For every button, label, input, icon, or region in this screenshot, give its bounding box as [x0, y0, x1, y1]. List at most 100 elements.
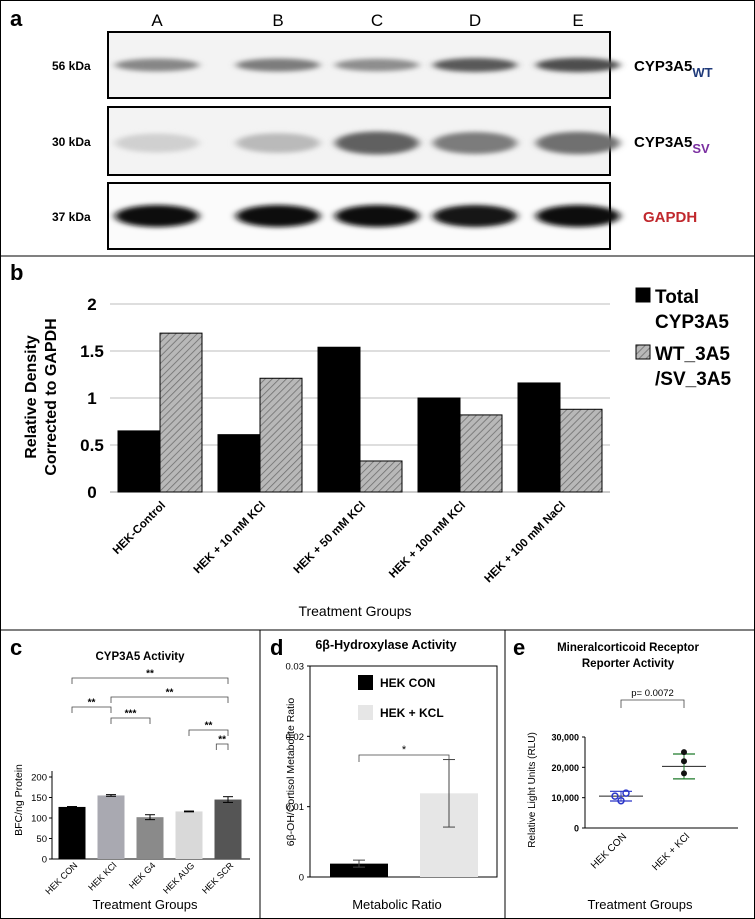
- blot-band: [335, 205, 419, 227]
- data-point: [681, 749, 687, 756]
- legend-label: CYP3A5: [655, 312, 729, 333]
- blot-band: [335, 131, 419, 155]
- blot-protein-label: CYP3A5SV: [634, 134, 710, 156]
- chart-title: Reporter Activity: [582, 658, 675, 670]
- x-tick-label: HEK AUG: [161, 860, 196, 895]
- legend-label: HEK CON: [380, 676, 435, 690]
- data-point: [622, 789, 630, 797]
- x-tick-label: HEK + 100 mM NaCl: [483, 500, 569, 586]
- significance-label: **: [166, 688, 174, 699]
- p-value-label: p= 0.0072: [631, 688, 674, 699]
- y-tick-label: 0.03: [286, 662, 305, 673]
- bar-total-cyp3a5: [417, 397, 461, 493]
- significance-label: **: [205, 721, 213, 732]
- ratio-bar: [330, 863, 388, 877]
- mw-label: 56 kDa: [52, 59, 91, 73]
- activity-bar: [175, 811, 203, 859]
- legend-label: HEK + KCL: [380, 706, 444, 720]
- x-tick-label: HEK CON: [43, 860, 79, 896]
- western-blot: A B C D E 56 kDa CYP3A5WT 30 kDa CYP3A5SV 37 kDa G…: [52, 11, 713, 250]
- blot-band: [236, 58, 320, 72]
- mw-label: 37 kDa: [52, 210, 91, 224]
- activity-bar: [58, 806, 86, 859]
- lane-label: D: [469, 11, 481, 30]
- blot-protein-label: CYP3A5WT: [634, 58, 713, 80]
- lane-label: B: [272, 11, 283, 30]
- bar-total-cyp3a5: [517, 382, 561, 493]
- lane-label: A: [151, 11, 163, 30]
- blot-protein-label: GAPDH: [643, 209, 697, 226]
- bar-total-cyp3a5: [217, 434, 261, 493]
- bar-wt-sv-ratio: [259, 377, 303, 493]
- x-tick-label: HEK-Control: [111, 500, 168, 557]
- bar-wt-sv-ratio: [359, 460, 403, 493]
- legend-label: Total: [655, 287, 699, 308]
- y-tick-label: 20,000: [551, 763, 579, 773]
- legend-swatch: [635, 287, 651, 303]
- y-tick-label: 0: [574, 824, 579, 834]
- activity-bar: [136, 817, 164, 859]
- x-tick-label: HEK + 50 mM KCl: [292, 500, 369, 577]
- y-tick-label: 0.02: [286, 732, 305, 743]
- y-tick-label: 30,000: [551, 733, 579, 743]
- significance-label: **: [146, 669, 154, 680]
- chart-title: 6β-Hydroxylase Activity: [315, 638, 456, 652]
- y-axis-label: Relative Density Corrected to GAPDH: [23, 318, 60, 475]
- x-axis-label: Treatment Groups: [587, 897, 693, 912]
- x-axis-label: Treatment Groups: [92, 897, 198, 912]
- significance-bracket: [71, 677, 229, 684]
- bar-wt-sv-ratio: [459, 414, 503, 493]
- bar-total-cyp3a5: [317, 346, 361, 493]
- y-tick-label: 0.01: [286, 802, 305, 813]
- significance-label: **: [218, 735, 226, 746]
- activity-bar: [214, 799, 242, 859]
- y-tick-label: 100: [31, 814, 47, 825]
- panel-d-chart: 6β-Hydroxylase Activity 0 0.01 0.02 0.03 * HEK…: [285, 638, 498, 912]
- panel-letter-c: c: [10, 635, 22, 660]
- y-tick-label: 10,000: [551, 793, 579, 803]
- data-point: [681, 770, 687, 777]
- data-point: [681, 758, 687, 765]
- y-tick-label: 0: [42, 855, 47, 866]
- y-tick-label: 0.5: [80, 436, 104, 455]
- y-axis-label: 6β-OH/Cortisol Metabolite Ratio: [285, 698, 297, 847]
- bar-total-cyp3a5: [117, 430, 161, 493]
- y-tick-label: 0: [299, 873, 304, 884]
- panel-c-chart: CYP3A5 Activity 0 50 100 150 200 HEK CON HEK KC…: [13, 651, 250, 912]
- legend-swatch: [358, 705, 373, 720]
- y-tick-label: 2: [87, 295, 96, 314]
- y-tick-label: 200: [31, 773, 47, 784]
- blot-band: [433, 205, 517, 227]
- panel-letter-b: b: [10, 260, 23, 285]
- blot-band: [536, 57, 620, 73]
- y-tick-label: 50: [36, 834, 47, 845]
- blot-band: [433, 58, 517, 72]
- blot-band: [335, 58, 419, 72]
- chart-title: CYP3A5 Activity: [95, 651, 185, 663]
- blot-band: [433, 132, 517, 154]
- y-axis-label: BFC/ng Protein: [13, 764, 25, 836]
- bar-wt-sv-ratio: [159, 332, 203, 493]
- legend-swatch: [358, 675, 373, 690]
- mw-label: 30 kDa: [52, 135, 91, 149]
- x-tick-label: HEK SCR: [200, 860, 236, 896]
- x-tick-label: HEK + 100 mM KCl: [387, 500, 468, 581]
- significance-label: *: [402, 744, 407, 756]
- data-point: [617, 796, 625, 805]
- y-tick-label: 1: [87, 389, 96, 408]
- significance-label: **: [88, 698, 96, 709]
- y-axis-label-line: Corrected to GAPDH: [43, 318, 60, 475]
- significance-bracket: [71, 706, 112, 713]
- y-tick-label: 0: [87, 483, 96, 502]
- lane-label: E: [572, 11, 583, 30]
- y-axis-label: Relative Light Units (RLU): [527, 732, 538, 848]
- x-tick-label: HEK + KCl: [650, 831, 692, 873]
- legend-swatch: [635, 344, 651, 360]
- x-tick-label: HEK CON: [589, 831, 629, 871]
- panel-e-chart: Mineralcorticoid Receptor Reporter Activi…: [527, 642, 738, 912]
- significance-bracket: [188, 729, 229, 736]
- data-point: [611, 792, 619, 800]
- chart-title: Mineralcorticoid Receptor: [557, 642, 699, 654]
